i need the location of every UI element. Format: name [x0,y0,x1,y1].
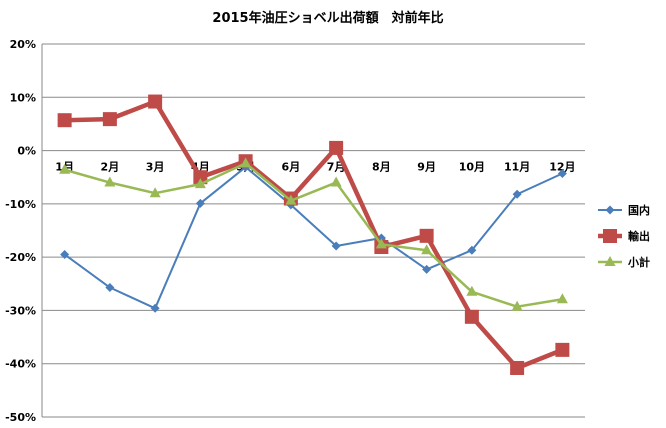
data-point-triangle [104,176,116,187]
data-point-triangle [149,187,161,198]
legend-entry: 輸出 [598,229,650,243]
data-point-diamond [60,249,70,259]
data-point-square [510,360,525,375]
data-point-square [329,140,344,155]
data-point-triangle [59,163,71,174]
data-point-square [464,309,479,324]
data-point-triangle [240,157,252,168]
series-group [57,94,570,375]
data-point-triangle [604,256,616,266]
data-point-triangle [285,194,297,205]
data-point-diamond [605,205,615,215]
legend-entry: 国内 [598,203,650,217]
data-point-diamond [331,241,341,251]
data-point-square [419,228,434,243]
data-point-diamond [512,189,522,199]
x-category-label: 2月 [101,161,120,174]
data-point-triangle [421,244,433,255]
y-tick-label: 0% [17,145,36,158]
y-tick-label: -10% [5,198,36,211]
data-point-square [102,112,117,127]
x-category-labels: 1月2月3月4月5月6月7月8月9月10月11月12月 [55,161,575,174]
data-point-diamond [195,198,205,208]
data-point-square [555,342,570,357]
data-point-diamond [422,264,432,274]
data-point-triangle [556,293,568,304]
y-tick-label: -40% [5,358,36,371]
x-category-label: 11月 [504,161,530,174]
x-category-label: 6月 [282,161,301,174]
legend-label: 輸出 [628,229,650,243]
data-point-square [193,170,208,185]
data-point-square [148,94,163,109]
data-point-triangle [194,178,206,189]
x-category-label: 12月 [549,161,575,174]
series-2 [57,94,570,375]
series-3 [59,157,568,311]
data-point-triangle [511,300,523,311]
x-category-label: 10月 [459,161,485,174]
legend-label: 国内 [628,203,650,217]
y-tick-label: 10% [10,91,36,104]
legend-label: 小計 [627,255,650,269]
data-point-diamond [467,245,477,255]
data-point-triangle [466,285,478,296]
data-point-square [603,229,617,243]
y-tick-label: 20% [10,38,36,51]
x-category-label: 9月 [417,161,436,174]
x-category-label: 8月 [372,161,391,174]
series-line [64,99,564,371]
x-category-label: 7月 [327,161,346,174]
data-point-triangle [375,238,387,249]
x-category-label: 3月 [146,161,165,174]
series-line [64,166,563,310]
data-point-diamond [105,283,115,293]
y-tick-label: -50% [5,411,36,424]
chart-title: 2015年油圧ショベル出荷額 対前年比 [212,10,443,26]
data-point-diamond [150,303,160,313]
grid [41,43,585,418]
series-line [64,162,563,308]
y-tick-label: -30% [5,304,36,317]
y-axis-ticks: 20% 10% 0% -10% -20% -30% -40% -50% [5,38,36,424]
data-point-diamond [557,168,567,178]
data-point-square [57,113,72,128]
data-point-triangle [330,176,342,187]
series-1 [60,162,567,313]
legend-entry: 小計 [598,255,650,269]
y-tick-label: -20% [5,251,36,264]
